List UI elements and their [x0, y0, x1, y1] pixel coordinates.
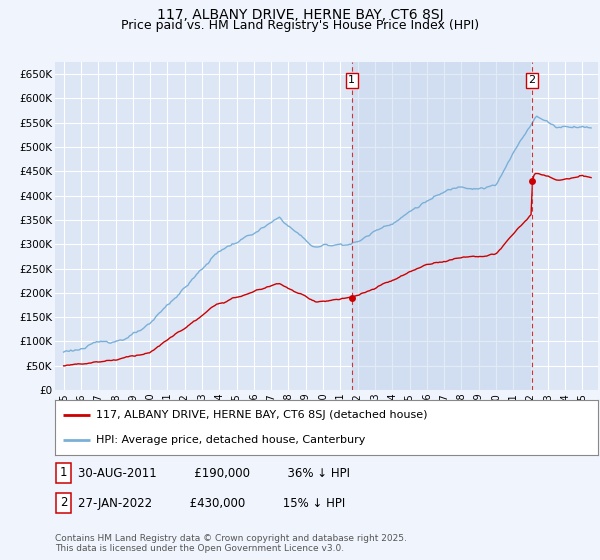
Text: Contains HM Land Registry data © Crown copyright and database right 2025.
This d: Contains HM Land Registry data © Crown c… — [55, 534, 407, 553]
Text: HPI: Average price, detached house, Canterbury: HPI: Average price, detached house, Cant… — [96, 435, 365, 445]
Text: 1: 1 — [348, 75, 355, 85]
Text: 2: 2 — [529, 75, 536, 85]
Text: 27-JAN-2022          £430,000          15% ↓ HPI: 27-JAN-2022 £430,000 15% ↓ HPI — [78, 497, 345, 510]
FancyBboxPatch shape — [56, 493, 71, 513]
Text: 117, ALBANY DRIVE, HERNE BAY, CT6 8SJ (detached house): 117, ALBANY DRIVE, HERNE BAY, CT6 8SJ (d… — [96, 410, 427, 420]
Text: 117, ALBANY DRIVE, HERNE BAY, CT6 8SJ: 117, ALBANY DRIVE, HERNE BAY, CT6 8SJ — [157, 8, 443, 22]
Text: 2: 2 — [59, 497, 67, 510]
Text: 1: 1 — [59, 466, 67, 479]
Text: Price paid vs. HM Land Registry's House Price Index (HPI): Price paid vs. HM Land Registry's House … — [121, 19, 479, 32]
Bar — [352, 62, 532, 390]
FancyBboxPatch shape — [56, 463, 71, 483]
Text: 30-AUG-2011          £190,000          36% ↓ HPI: 30-AUG-2011 £190,000 36% ↓ HPI — [78, 466, 350, 479]
